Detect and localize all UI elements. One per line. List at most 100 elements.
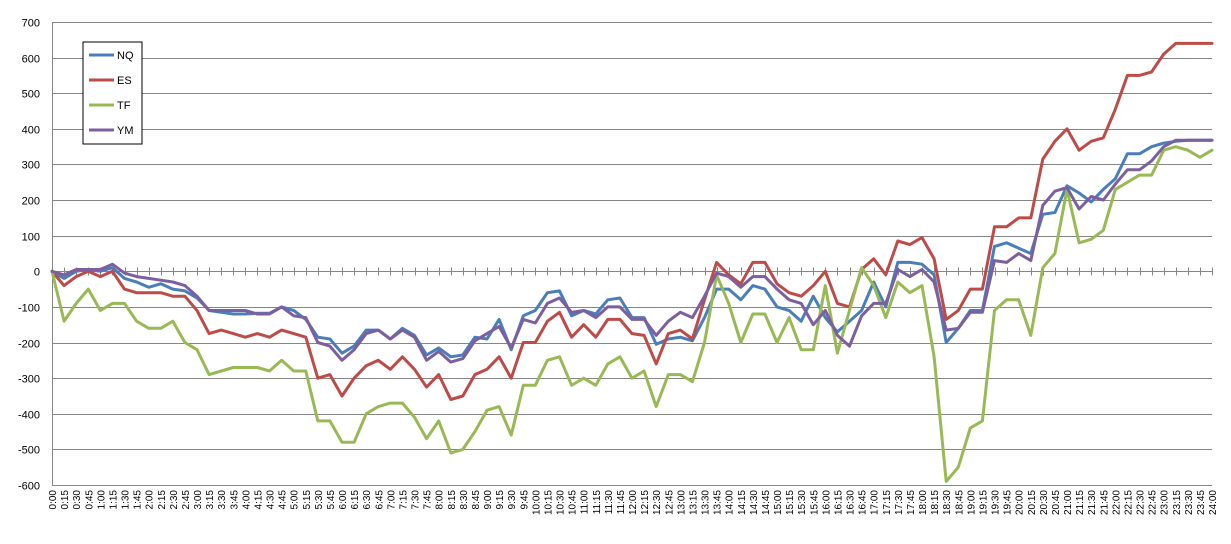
x-tick-label: 13:30 [701, 490, 712, 515]
y-tick-label: 100 [22, 232, 40, 244]
x-tick-label: 8:00 [435, 490, 446, 510]
x-tick-label: 18:00 [918, 490, 929, 515]
x-tick-label: 0:45 [84, 490, 95, 510]
x-tick-label: 2:15 [157, 490, 168, 510]
x-tick-label: 11:00 [580, 490, 591, 515]
y-tick-label: -300 [18, 374, 40, 386]
legend-box [82, 41, 143, 145]
x-tick-label: 1:00 [96, 490, 107, 510]
series-line-ym [50, 138, 1214, 364]
x-tick-label: 11:30 [604, 490, 615, 515]
x-tick-label: 5:30 [314, 490, 325, 510]
x-tick-label: 20:15 [1027, 490, 1038, 515]
x-tick-label: 0:15 [60, 490, 71, 510]
y-tick-label: 600 [22, 54, 40, 66]
legend-label-nq: NQ [117, 50, 134, 62]
x-tick-label: 6:45 [374, 490, 385, 510]
x-tick-label: 17:30 [894, 490, 905, 515]
legend-label-tf: TF [117, 100, 131, 112]
x-tick-label: 9:45 [519, 490, 530, 510]
series-line-es [50, 41, 1214, 401]
x-tick-label: 5:00 [290, 490, 301, 510]
x-tick-label: 9:30 [507, 490, 518, 510]
x-tick-label: 7:15 [398, 490, 409, 510]
x-tick-label: 19:15 [978, 490, 989, 515]
x-tick-label: 15:00 [773, 490, 784, 515]
series-line-tf [50, 145, 1214, 483]
x-tick-label: 14:30 [749, 490, 760, 515]
y-tick-label: 400 [22, 125, 40, 137]
x-tick-label: 20:30 [1039, 490, 1050, 515]
x-tick-label: 22:15 [1123, 490, 1134, 515]
x-tick-label: 10:15 [543, 490, 554, 515]
x-tick-label: 5:15 [302, 490, 313, 510]
x-tick-label: 5:45 [326, 490, 337, 510]
axes [52, 22, 1213, 485]
x-tick-label: 4:45 [278, 490, 289, 510]
x-tick-label: 17:15 [882, 490, 893, 515]
x-tick-label: 0:00 [48, 490, 59, 510]
x-tick-label: 21:15 [1075, 490, 1086, 515]
x-tick-label: 20:45 [1051, 490, 1062, 515]
y-tick-label: -500 [18, 445, 40, 457]
series-lines [50, 41, 1214, 483]
x-tick-label: 7:30 [411, 490, 422, 510]
x-tick-label: 13:45 [713, 490, 724, 515]
gridlines [52, 22, 1212, 486]
x-tick-label: 17:45 [906, 490, 917, 515]
x-tick-label: 1:15 [108, 490, 119, 510]
y-tick-label: -600 [18, 481, 40, 493]
x-tick-label: 2:45 [181, 490, 192, 510]
x-tick-label: 19:00 [966, 490, 977, 515]
y-tick-label: 700 [22, 18, 40, 30]
x-tick-label: 15:45 [809, 490, 820, 515]
x-tick-label: 7:45 [423, 490, 434, 510]
x-tick-label: 13:15 [688, 490, 699, 515]
legend-label-ym: YM [117, 125, 134, 137]
x-tick-label: 10:45 [568, 490, 579, 515]
x-tick-label: 0:30 [72, 490, 83, 510]
x-tick-label: 24:00 [1208, 490, 1219, 515]
x-tick-label: 10:00 [531, 490, 542, 515]
x-tick-label: 17:00 [870, 490, 881, 515]
x-tick-label: 4:00 [241, 490, 252, 510]
x-tick-label: 16:30 [846, 490, 857, 515]
x-tick-label: 12:30 [652, 490, 663, 515]
x-tick-label: 15:30 [797, 490, 808, 515]
x-tick-label: 2:00 [145, 490, 156, 510]
x-tick-label: 12:15 [640, 490, 651, 515]
x-tick-label: 19:30 [991, 490, 1002, 515]
x-tick-label: 22:00 [1111, 490, 1122, 515]
x-tick-label: 18:15 [930, 490, 941, 515]
x-tick-label: 18:45 [954, 490, 965, 515]
legend: NQ ES TF YM [82, 41, 143, 145]
x-tick-label: 7:00 [386, 490, 397, 510]
x-axis-tick-labels: 0:00 0:15 0:30 0:45 1:00 1:15 1:30 1:45 2:00 2:15… [48, 490, 1219, 515]
x-tick-label: 6:30 [362, 490, 373, 510]
x-tick-label: 16:45 [858, 490, 869, 515]
x-tick-label: 15:15 [785, 490, 796, 515]
x-tick-label: 3:45 [229, 490, 240, 510]
y-tick-label: -100 [18, 303, 40, 315]
x-tick-label: 23:00 [1160, 490, 1171, 515]
x-tick-label: 3:00 [193, 490, 204, 510]
x-tick-label: 8:15 [447, 490, 458, 510]
x-tick-label: 4:15 [253, 490, 264, 510]
y-tick-label: 200 [22, 196, 40, 208]
x-tick-label: 21:00 [1063, 490, 1074, 515]
x-tick-label: 14:45 [761, 490, 772, 515]
x-tick-label: 14:15 [737, 490, 748, 515]
x-tick-label: 4:30 [266, 490, 277, 510]
x-tick-label: 11:15 [592, 490, 603, 515]
x-tick-label: 23:30 [1184, 490, 1195, 515]
y-tick-label: 300 [22, 160, 40, 172]
x-tick-label: 8:30 [459, 490, 470, 510]
x-tick-label: 22:45 [1148, 490, 1159, 515]
x-tick-label: 20:00 [1015, 490, 1026, 515]
x-tick-label: 10:30 [556, 490, 567, 515]
x-tick-label: 21:30 [1087, 490, 1098, 515]
x-tick-label: 12:00 [628, 490, 639, 515]
y-tick-label: -400 [18, 410, 40, 422]
x-tick-label: 18:30 [942, 490, 953, 515]
